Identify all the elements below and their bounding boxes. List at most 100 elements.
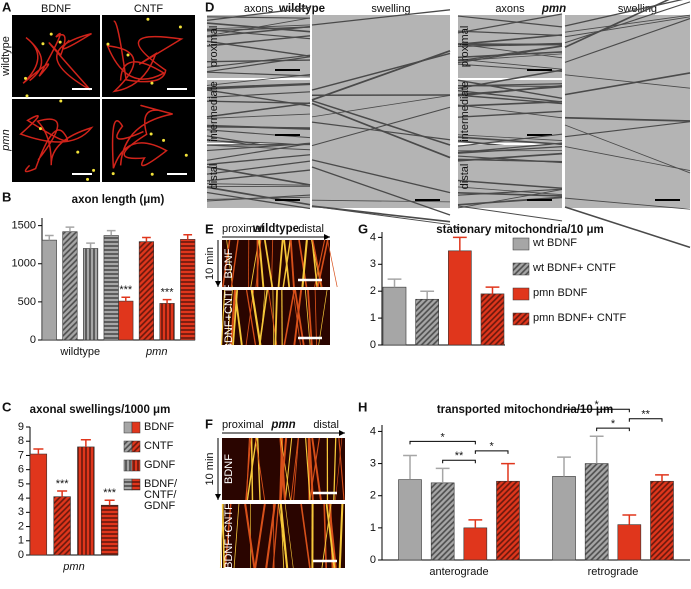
kymo-track bbox=[279, 437, 288, 501]
membrane bbox=[206, 71, 311, 77]
image-panel bbox=[102, 15, 195, 97]
y-tick-label: 1 bbox=[370, 522, 376, 534]
legend-swatch bbox=[131, 440, 141, 453]
y-tick-label: 6 bbox=[18, 464, 24, 476]
legend-swatch bbox=[123, 459, 133, 472]
y-tick-label: 2 bbox=[18, 520, 24, 532]
membrane bbox=[457, 30, 563, 37]
significance-bracket bbox=[596, 427, 630, 432]
image-panel bbox=[222, 437, 345, 501]
row-label: BDNF bbox=[223, 454, 235, 484]
membrane bbox=[457, 110, 563, 118]
kymo-track bbox=[232, 289, 239, 346]
spot bbox=[59, 99, 63, 103]
kymo-track bbox=[272, 503, 280, 569]
membrane bbox=[311, 199, 451, 203]
membrane bbox=[206, 169, 311, 182]
membrane bbox=[206, 113, 311, 119]
membrane bbox=[206, 22, 311, 33]
error-bar bbox=[33, 448, 44, 455]
kymo-track bbox=[290, 437, 299, 501]
legend-label: pmn BDNF+ CNTF bbox=[533, 312, 627, 324]
panel-title: pmn bbox=[541, 3, 566, 15]
significance-bracket bbox=[409, 440, 476, 445]
membrane bbox=[206, 183, 311, 186]
kymo-track bbox=[280, 437, 291, 501]
kymo-track bbox=[314, 289, 317, 346]
spot bbox=[49, 32, 53, 36]
kymo-track bbox=[293, 289, 303, 346]
error-bar bbox=[452, 236, 467, 251]
kymo-track bbox=[250, 289, 262, 346]
membrane bbox=[457, 145, 563, 154]
y-tick-label: 3 bbox=[370, 457, 376, 469]
x-tick-label: retrograde bbox=[588, 566, 639, 578]
legend-label: BDNF/ CNTF/ GDNF bbox=[144, 478, 177, 512]
arrow-head bbox=[215, 494, 221, 500]
membrane bbox=[564, 121, 691, 138]
significance-label: ** bbox=[456, 224, 465, 236]
image-panel bbox=[206, 6, 311, 78]
bar bbox=[430, 482, 455, 561]
membrane bbox=[206, 126, 311, 129]
panel-letter: B bbox=[2, 189, 11, 204]
membrane bbox=[457, 188, 563, 196]
chart-title: stationary mitochondria/10 μm bbox=[436, 224, 603, 236]
error-bar bbox=[622, 514, 637, 525]
kymo-track bbox=[293, 437, 299, 501]
membrane bbox=[457, 69, 563, 90]
kymo-track bbox=[338, 503, 344, 569]
kymo-track bbox=[258, 289, 269, 346]
panel-title: pmn bbox=[270, 419, 295, 431]
legend-swatch bbox=[512, 312, 530, 326]
row-label: BDNF+CNTF bbox=[223, 503, 235, 569]
spot bbox=[86, 177, 90, 181]
error-bar bbox=[86, 242, 95, 249]
membrane bbox=[206, 142, 311, 152]
x-tick-label: anterograde bbox=[429, 566, 488, 578]
y-tick-label: 7 bbox=[18, 449, 24, 461]
membrane bbox=[206, 154, 311, 166]
kymo-track bbox=[224, 503, 232, 569]
membrane bbox=[564, 16, 691, 38]
significance-label: * bbox=[441, 431, 446, 443]
bar bbox=[159, 303, 175, 341]
membrane bbox=[457, 205, 563, 222]
x-tick-label: pmn bbox=[145, 346, 167, 358]
kymo-track bbox=[338, 437, 345, 501]
membrane bbox=[206, 160, 311, 175]
membrane bbox=[311, 9, 451, 26]
membrane bbox=[457, 45, 563, 62]
kymo-track bbox=[335, 437, 343, 501]
kymo-track bbox=[283, 289, 296, 346]
column-label: swelling bbox=[371, 3, 410, 15]
significance-label: *** bbox=[119, 284, 133, 296]
membrane bbox=[206, 6, 311, 21]
bar bbox=[480, 293, 505, 346]
membrane bbox=[564, 0, 670, 49]
panel-letter: C bbox=[2, 399, 12, 414]
y-tick-label: 2 bbox=[370, 285, 376, 297]
row-label: distal bbox=[208, 164, 220, 190]
significance-label: *** bbox=[56, 478, 70, 490]
significance-bracket bbox=[442, 459, 476, 464]
membrane bbox=[457, 192, 563, 197]
spot bbox=[184, 153, 188, 157]
membrane bbox=[457, 15, 563, 28]
membrane bbox=[206, 100, 311, 104]
y-tick-label: 0 bbox=[370, 554, 376, 566]
panel-letter: E bbox=[205, 221, 214, 236]
membrane bbox=[206, 129, 311, 139]
row-label: BDNF bbox=[223, 248, 235, 278]
error-bar bbox=[387, 278, 402, 288]
image-bg bbox=[207, 80, 310, 143]
column-label: axons bbox=[495, 3, 525, 15]
error-bar bbox=[468, 519, 483, 528]
bar bbox=[62, 231, 78, 341]
spot bbox=[92, 168, 96, 172]
legend-label: pmn BDNF bbox=[533, 287, 588, 299]
legend-swatch bbox=[131, 478, 141, 491]
kymo-track bbox=[292, 289, 301, 346]
